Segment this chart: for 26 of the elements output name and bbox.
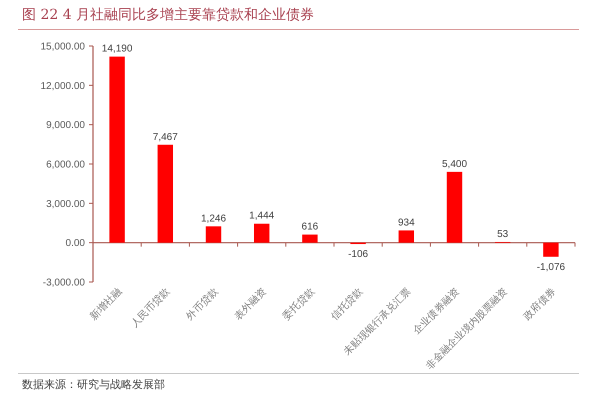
data-label: 7,467	[152, 132, 178, 143]
y-tick-label: 9,000.00	[46, 120, 86, 132]
data-label: -1,076	[536, 262, 566, 273]
x-tick-label: 表外融资	[232, 286, 269, 322]
x-tick-label: 人民币贷款	[128, 286, 172, 330]
y-tick-label: 0.00	[66, 238, 86, 250]
annotation: 数据来源：研究与战略发展部	[18, 373, 579, 392]
x-tick-label: 政府债券	[521, 286, 558, 322]
x-tick-label: 外币贷款	[184, 286, 221, 322]
y-tick-label: 15,000.00	[40, 42, 86, 52]
x-tick-label: 委托贷款	[280, 286, 318, 322]
data-label: -106	[348, 249, 369, 260]
data-label: 53	[497, 228, 509, 240]
y-tick-label: 12,000.00	[40, 80, 86, 92]
data-label: 5,400	[442, 158, 468, 170]
y-tick-label: 3,000.00	[46, 198, 86, 210]
x-tick-label: 新增社融	[87, 286, 124, 322]
data-label: 14,190	[102, 44, 133, 55]
y-tick-label: 6,000.00	[46, 160, 86, 170]
y-tick-label: -3,000.00	[42, 278, 86, 288]
data-label: 1,246	[200, 213, 226, 224]
data-label: 934	[398, 217, 416, 228]
title: 图 22 4 月社融同比多增主要靠贷款和企业债券	[18, 6, 579, 30]
data-label: 1,444	[249, 210, 275, 222]
data-label: 616	[302, 222, 319, 233]
x-tick-label: 信托贷款	[328, 286, 366, 322]
